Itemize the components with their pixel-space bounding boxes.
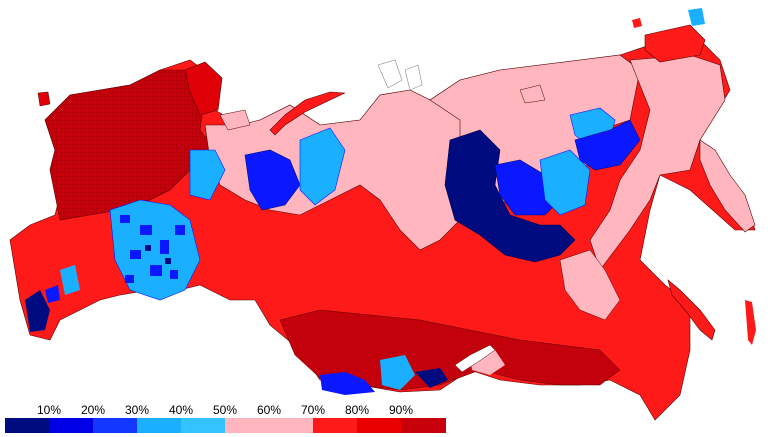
region-blue-east-2 [574, 119, 641, 171]
arctic-islands-2 [404, 64, 423, 91]
region-north-lightblue-1 [244, 149, 301, 211]
region-chukotka-red [644, 24, 706, 63]
region-north-lightblue-3 [189, 149, 226, 201]
arctic-islands-1 [377, 59, 403, 89]
region-fareast-pink [589, 54, 726, 271]
region-kamchatka [699, 139, 756, 233]
lake-baikal [454, 344, 496, 373]
arctic-islands-4 [219, 109, 251, 131]
region-dark-blue [444, 129, 576, 263]
region-kurils [745, 300, 756, 345]
region-kola [184, 61, 223, 116]
region-novaya-zemlya [269, 91, 346, 136]
region-north-lightblue-2 [299, 127, 346, 206]
region-south-blue-2 [380, 355, 415, 390]
region-lightblue-east [539, 149, 591, 216]
blue-speckles [120, 215, 185, 283]
region-south-blue-3 [415, 368, 448, 388]
region-south-blue-1 [320, 372, 375, 395]
region-chukotka-blue [688, 8, 705, 26]
arctic-islands-3 [519, 84, 546, 104]
arctic-island-5 [632, 18, 642, 28]
region-sakhalin [667, 279, 716, 341]
region-caucasus-blue [25, 290, 50, 332]
region-amur-pink [559, 249, 621, 321]
region-kaliningrad [37, 91, 51, 107]
